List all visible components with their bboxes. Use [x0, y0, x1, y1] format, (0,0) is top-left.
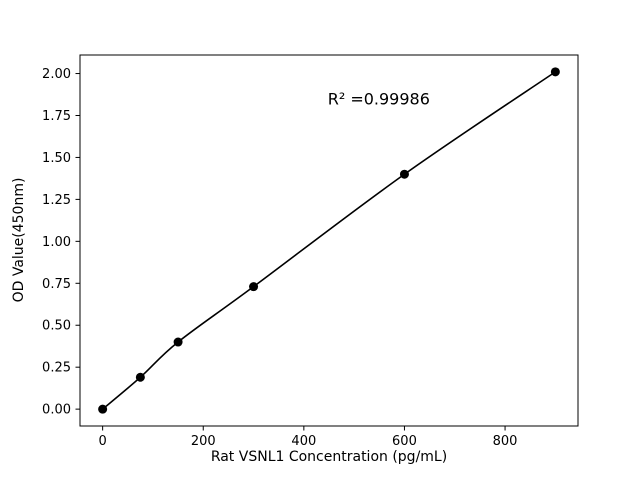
y-tick-label: 1.50	[42, 151, 71, 166]
x-tick-label: 200	[191, 434, 216, 449]
y-tick-label: 1.75	[42, 109, 71, 124]
x-tick-label: 400	[291, 434, 316, 449]
data-point-marker	[173, 337, 183, 347]
standard-curve-line	[102, 71, 556, 410]
data-series	[98, 67, 560, 414]
data-point-marker	[98, 404, 108, 414]
x-tick-label: 0	[98, 434, 106, 449]
y-axis-label: OD Value(450nm)	[11, 178, 27, 303]
y-tick-label: 0.00	[42, 403, 71, 418]
r-squared-annotation: R² =0.99986	[328, 90, 430, 109]
y-tick-label: 0.75	[42, 277, 71, 292]
y-tick-label: 0.50	[42, 319, 71, 334]
data-point-marker	[399, 169, 409, 179]
y-tick-label: 2.00	[42, 67, 71, 82]
plot-frame	[79, 54, 579, 427]
y-tick-label: 1.25	[42, 193, 71, 208]
data-point-marker	[135, 372, 145, 382]
y-tick-label: 0.25	[42, 361, 71, 376]
x-tick-label: 800	[493, 434, 518, 449]
x-axis-ticks: 0 200 400 600 800	[98, 426, 517, 449]
data-point-marker	[550, 67, 560, 77]
y-tick-label: 1.00	[42, 235, 71, 250]
y-axis-ticks: 0.00 0.25 0.50 0.75 1.00 1.25 1.50 1.75 2.00	[42, 67, 80, 418]
axes-spines	[79, 54, 579, 427]
data-point-marker	[249, 282, 259, 292]
x-tick-label: 600	[392, 434, 417, 449]
x-axis-label: Rat VSNL1 Concentration (pg/mL)	[211, 449, 447, 465]
